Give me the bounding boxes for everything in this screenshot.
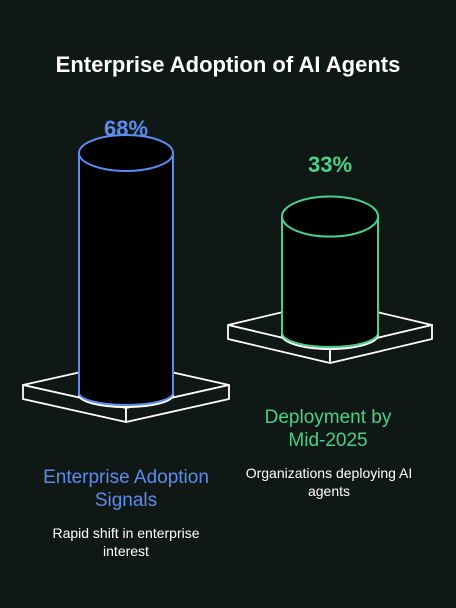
value-label-deployment: 33%	[307, 152, 353, 177]
description-enterprise-adoption: Rapid shift in enterprise interest	[52, 525, 200, 559]
platform-side-right	[329, 324, 433, 364]
category-label-deployment: Deployment by Mid-2025	[264, 407, 392, 451]
value-label-enterprise-adoption: 68%	[103, 116, 149, 141]
category-label-enterprise-adoption: Enterprise Adoption Signals	[43, 467, 209, 511]
description-deployment: Organizations deploying AI agents	[245, 465, 413, 499]
cylinder-body	[281, 216, 379, 348]
platform-side-right	[125, 384, 230, 423]
cylinder-top	[281, 195, 379, 238]
cylinder-body	[78, 153, 174, 406]
cylinder-top	[78, 134, 174, 172]
chart-title: Enterprise Adoption of AI Agents	[55, 52, 401, 77]
